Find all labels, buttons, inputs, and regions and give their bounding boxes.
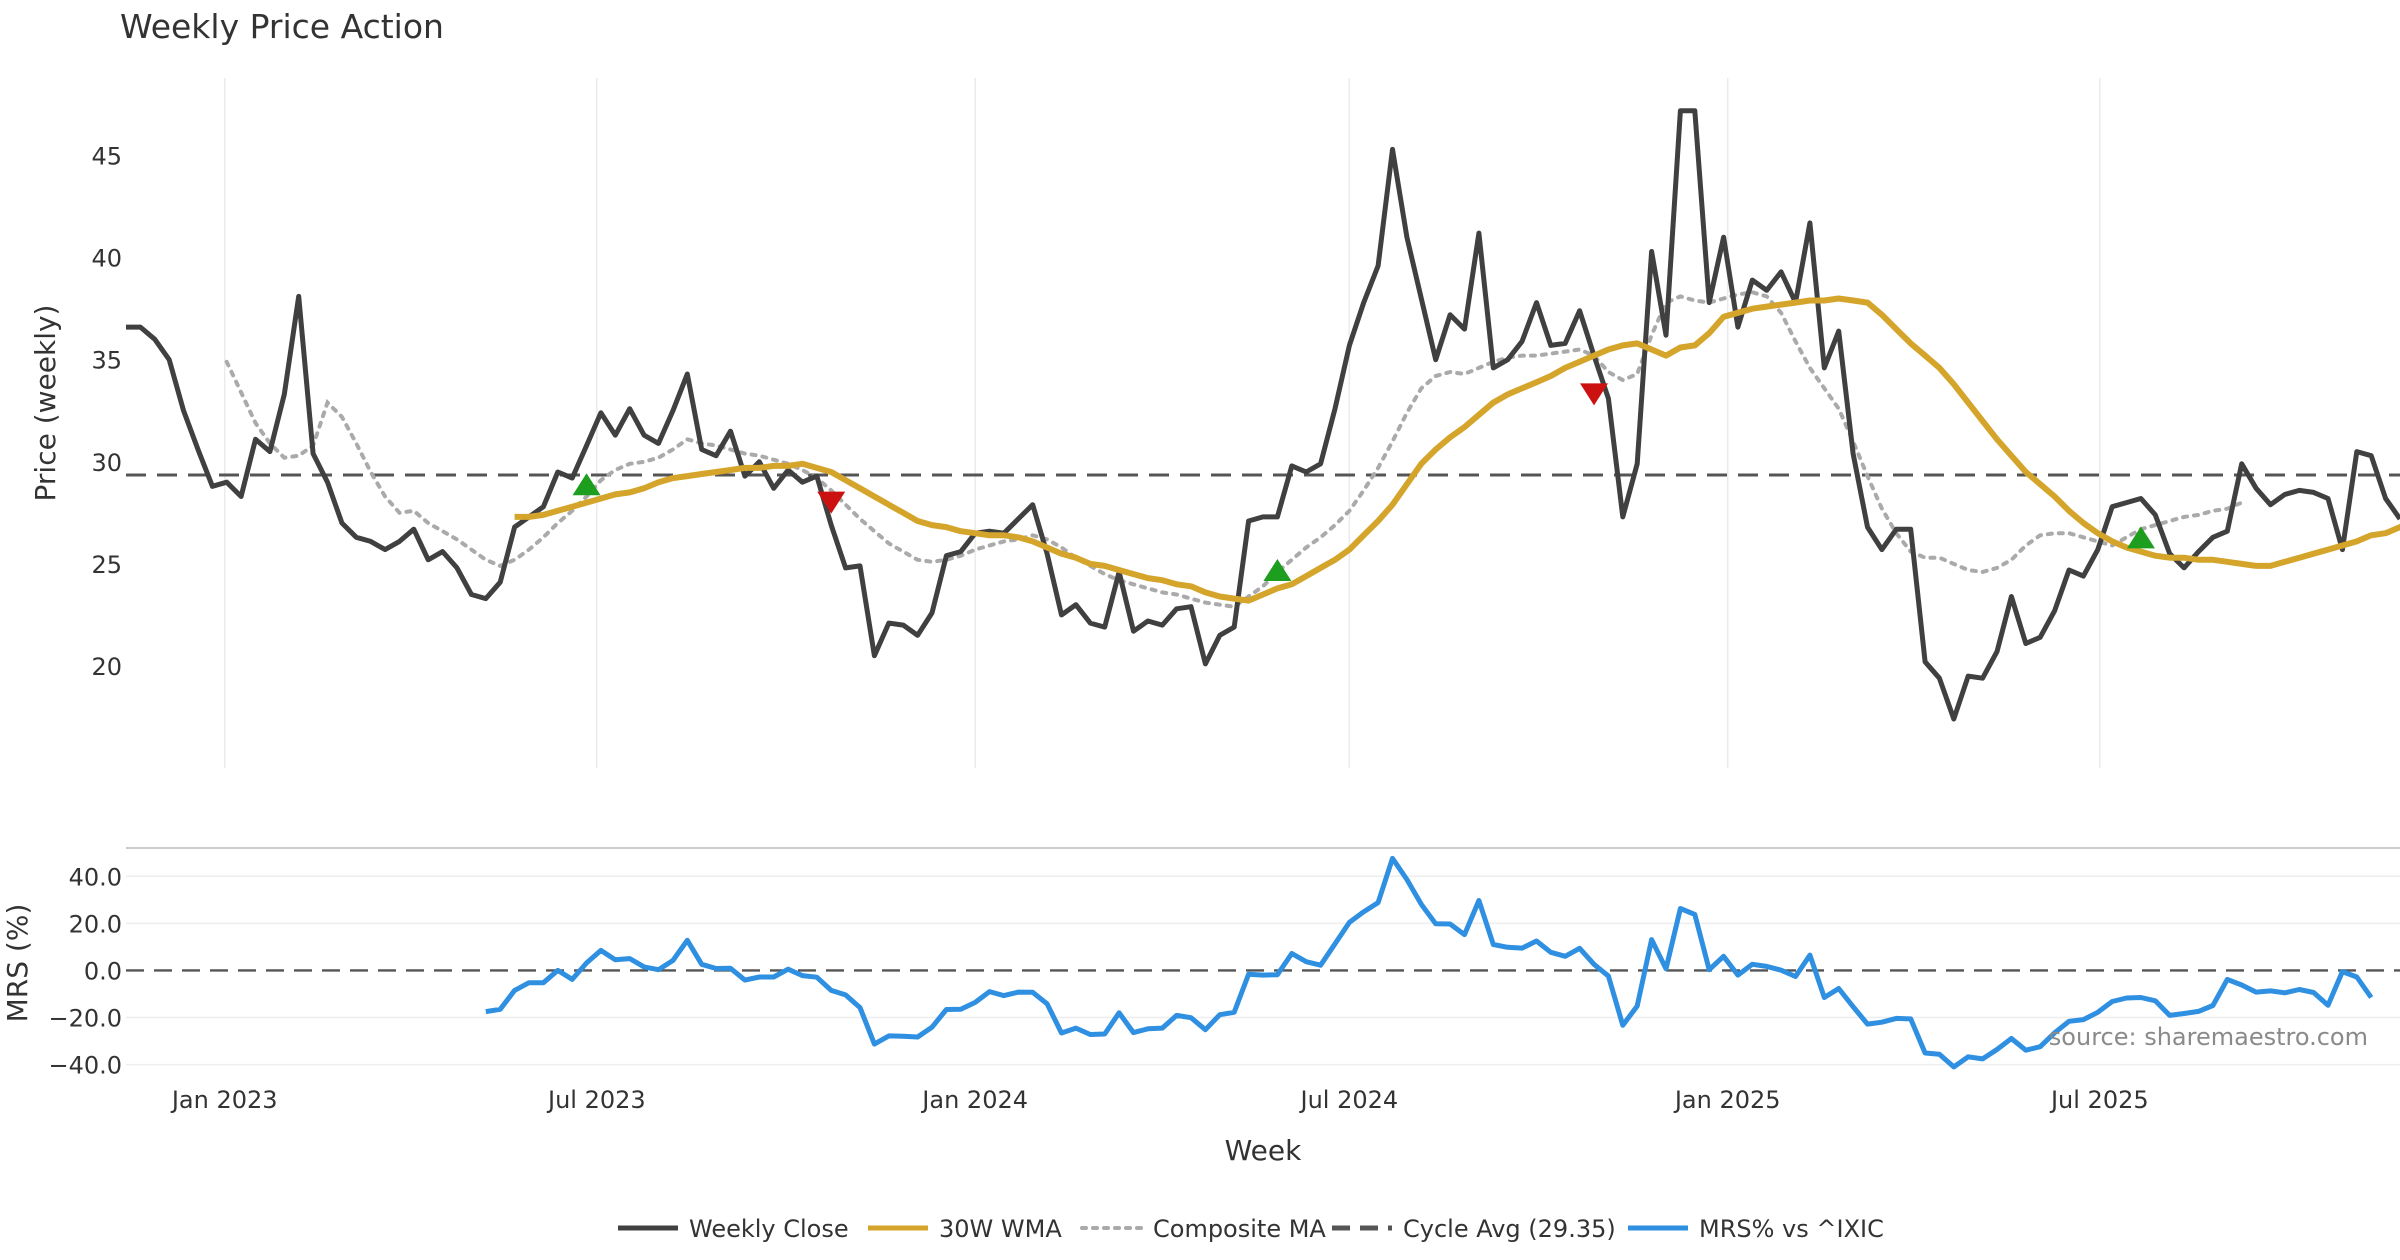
mrs-y-axis-label: MRS (%) (1, 904, 34, 1023)
legend-label: 30W WMA (939, 1215, 1062, 1243)
composite-ma-line (224, 290, 2244, 609)
price-y-tick-label: 25 (91, 551, 122, 579)
x-tick-label: Jan 2025 (1673, 1086, 1781, 1114)
weekly-close-line (126, 108, 2400, 722)
x-ticks: Jan 2023 Jul 2023 Jan 2024 Jul 2024 Jan 2025… (170, 1086, 2149, 1114)
buy-signal-marker (2126, 526, 2155, 549)
price-y-tick-label: 20 (91, 653, 122, 681)
wma-30w-line (514, 295, 2400, 604)
price-y-axis-label: Price (weekly) (29, 305, 62, 502)
buy-signal-marker (1263, 558, 1292, 581)
x-tick-label: Jan 2023 (170, 1086, 278, 1114)
price-y-tick-label: 30 (91, 449, 122, 477)
mrs-y-tick-label: 40.0 (69, 863, 122, 891)
price-y-tick-label: 45 (91, 143, 122, 171)
mrs-y-tick-label: −40.0 (48, 1052, 122, 1080)
mrs-line (485, 855, 2374, 1070)
sell-signal-marker (1580, 383, 1609, 406)
sell-signal-marker (817, 491, 846, 514)
mrs-y-tick-label: −20.0 (48, 1005, 122, 1033)
x-tick-label: Jul 2024 (1299, 1086, 1399, 1114)
legend-label: Weekly Close (689, 1215, 849, 1243)
x-axis-label: Week (1225, 1134, 1302, 1167)
chart-title: Weekly Price Action (120, 7, 444, 46)
legend: Weekly Close 30W WMA Composite MA Cycle Avg… (618, 1215, 1884, 1243)
grid (126, 78, 2400, 1066)
mrs-y-tick-label: 0.0 (84, 957, 122, 985)
x-tick-label: Jan 2024 (920, 1086, 1028, 1114)
price-y-tick-label: 35 (91, 347, 122, 375)
price-y-ticks: 20 25 30 35 40 45 (91, 143, 122, 681)
source-attribution: source: sharemaestro.com (2049, 1023, 2368, 1051)
mrs-y-tick-label: 20.0 (69, 910, 122, 938)
legend-label: Composite MA (1153, 1215, 1326, 1243)
legend-label: Cycle Avg (29.35) (1403, 1215, 1616, 1243)
price-y-tick-label: 40 (91, 245, 122, 273)
mrs-y-ticks: 40.0 20.0 0.0 −20.0 −40.0 (48, 863, 122, 1079)
buy-signal-marker (572, 473, 601, 496)
x-tick-label: Jul 2025 (2049, 1086, 2149, 1114)
legend-label: MRS% vs ^IXIC (1699, 1215, 1884, 1243)
signal-markers (572, 383, 2155, 581)
x-tick-label: Jul 2023 (546, 1086, 646, 1114)
